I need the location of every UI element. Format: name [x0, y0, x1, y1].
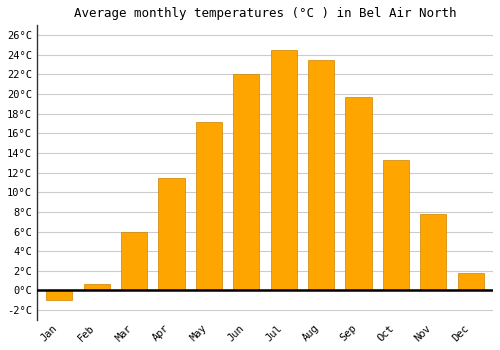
- Bar: [46, 290, 72, 300]
- Bar: [420, 214, 446, 290]
- Bar: [382, 160, 409, 290]
- Title: Average monthly temperatures (°C ) in Bel Air North: Average monthly temperatures (°C ) in Be…: [74, 7, 456, 20]
- Bar: [308, 60, 334, 290]
- Bar: [196, 121, 222, 290]
- Bar: [84, 284, 110, 290]
- Bar: [158, 177, 184, 290]
- Bar: [121, 232, 147, 290]
- Bar: [270, 50, 296, 290]
- Bar: [346, 97, 372, 290]
- Bar: [458, 273, 483, 290]
- Bar: [233, 75, 260, 290]
